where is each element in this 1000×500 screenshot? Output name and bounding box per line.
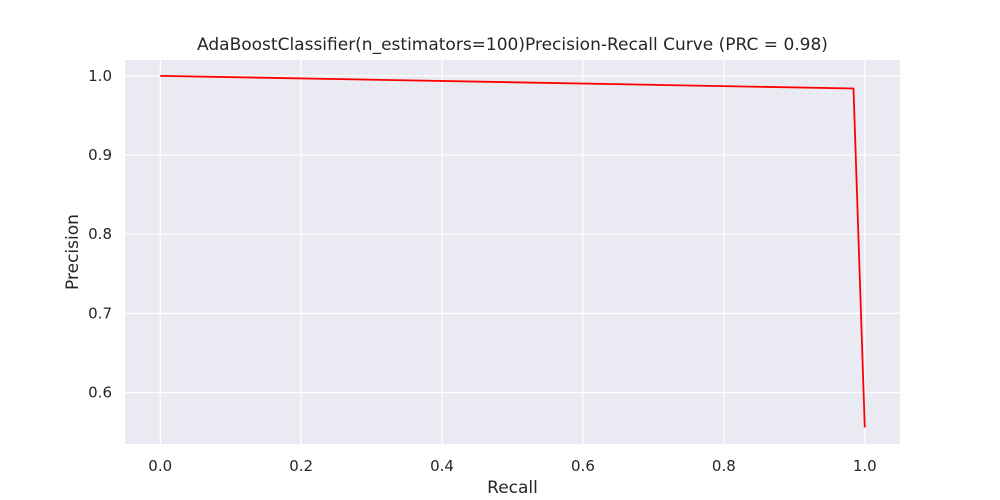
precision-recall-line bbox=[160, 74, 866, 428]
series-layer bbox=[160, 74, 866, 428]
x-tick-label: 0.2 bbox=[289, 457, 313, 475]
y-tick-label: 0.6 bbox=[88, 384, 112, 402]
y-tick-label: 0.7 bbox=[88, 304, 112, 322]
tick-labels: 0.0 0.2 0.4 0.6 0.8 1.0 0.6 0.7 0.8 0.9 1.0 bbox=[88, 67, 877, 475]
x-axis-label: Recall bbox=[487, 478, 538, 498]
x-tick-label: 0.0 bbox=[148, 457, 172, 475]
x-tick-label: 0.8 bbox=[712, 457, 736, 475]
y-tick-label: 0.8 bbox=[88, 225, 112, 243]
x-tick-label: 0.6 bbox=[571, 457, 595, 475]
x-tick-label: 0.4 bbox=[430, 457, 454, 475]
chart-title: AdaBoostClassifier(n_estimators=100)Prec… bbox=[197, 35, 828, 55]
plot-area bbox=[125, 60, 900, 444]
x-tick-label: 1.0 bbox=[853, 457, 877, 475]
y-tick-label: 1.0 bbox=[88, 67, 112, 85]
grid-lines bbox=[125, 60, 900, 444]
y-axis-label: Precision bbox=[63, 214, 83, 290]
y-tick-label: 0.9 bbox=[88, 146, 112, 164]
